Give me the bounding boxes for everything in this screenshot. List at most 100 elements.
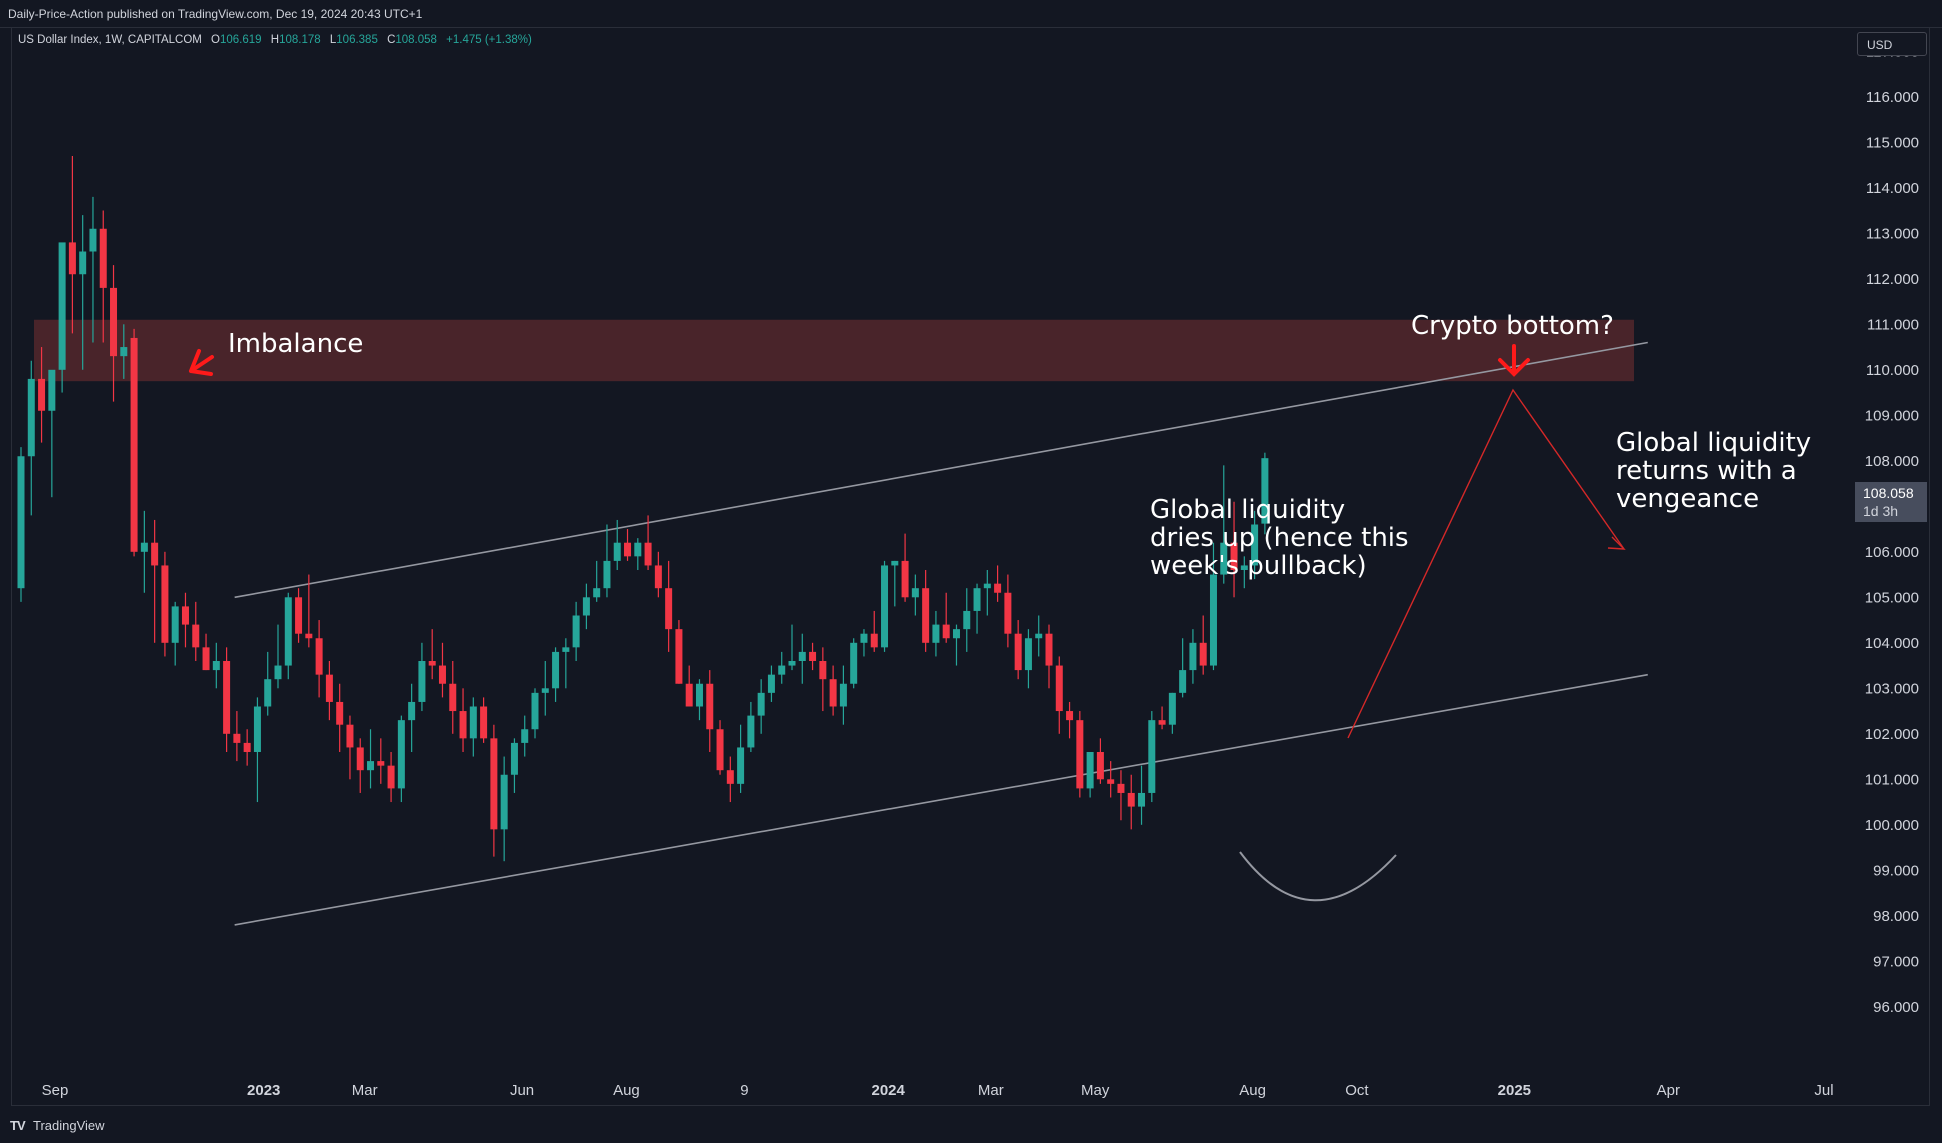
x-tick-label: Sep (42, 1082, 69, 1099)
candle (531, 688, 539, 739)
candle-body (449, 683, 457, 712)
x-tick-label: Mar (978, 1082, 1004, 1099)
y-tick-label: 99.000 (1873, 862, 1919, 879)
candle (48, 369, 56, 498)
candle-body (963, 610, 971, 630)
candle-body (387, 765, 395, 789)
candle (1107, 761, 1115, 798)
symbol-legend[interactable]: US Dollar Index, 1W, CAPITALCOM O106.619… (18, 34, 532, 46)
candle-body (994, 583, 1002, 593)
candle-body (1240, 565, 1248, 570)
projection-arrowhead-icon (1607, 536, 1626, 550)
candle-body (531, 692, 539, 730)
rounding-bottom-curve (1239, 851, 1397, 902)
candle (253, 697, 261, 803)
candle-body (397, 720, 405, 789)
footer-brand[interactable]: TradingView (33, 1118, 105, 1133)
candle-body (295, 597, 303, 634)
candle-body (901, 560, 909, 598)
candle-body (767, 674, 775, 693)
candle-body (521, 729, 529, 743)
candle (973, 583, 981, 634)
candle-body (624, 542, 632, 557)
candle (1230, 501, 1238, 598)
candle-body (706, 683, 714, 730)
candle-body (99, 228, 107, 288)
candle-body (17, 456, 25, 589)
candle-body (459, 711, 467, 739)
candle (89, 196, 97, 343)
tradingview-logo-icon[interactable]: TV (10, 1118, 26, 1133)
candle (264, 651, 272, 716)
crypto-bottom-arrow-icon (1498, 344, 1530, 377)
last-price-tag: 108.058 1d 3h (1855, 482, 1927, 522)
candle-body (552, 651, 560, 689)
candle-body (1086, 752, 1094, 789)
candle (1148, 711, 1156, 803)
candle (1261, 452, 1269, 535)
candle-body (1014, 633, 1022, 671)
candle (1024, 629, 1032, 689)
candle (1117, 770, 1125, 821)
candle-body (1004, 592, 1012, 634)
candle-body (253, 706, 261, 752)
candle (510, 738, 518, 793)
candle-body (315, 638, 323, 675)
x-tick-label: 9 (740, 1082, 748, 1099)
candle-body (881, 565, 889, 648)
candle (459, 688, 467, 752)
candle (295, 588, 303, 643)
candle-body (942, 624, 950, 639)
candle (911, 574, 919, 616)
candle (1251, 510, 1259, 580)
candle-body (212, 661, 220, 671)
candle-body (1127, 792, 1135, 807)
candle (500, 756, 508, 862)
x-tick-label: Oct (1345, 1082, 1369, 1099)
candle (480, 697, 488, 743)
candle-body (418, 661, 426, 702)
candle-body (438, 665, 446, 684)
candle (932, 610, 940, 657)
candle-body (1138, 792, 1146, 807)
candle (223, 647, 231, 752)
high-value: 108.178 (279, 34, 321, 46)
candle-body (490, 738, 498, 830)
x-tick-label: Apr (1657, 1082, 1680, 1099)
candle-body (1251, 524, 1259, 566)
candle (562, 638, 570, 689)
candle (521, 715, 529, 757)
candle-body (192, 624, 200, 648)
candle-body (1035, 633, 1043, 639)
candle-body (1117, 783, 1125, 793)
candle-body (120, 347, 128, 357)
candle (110, 265, 118, 402)
candle-body (48, 369, 56, 411)
candle (1209, 542, 1217, 671)
annotation-dries-up-line: Global liquidity (1150, 495, 1345, 525)
candle-body (603, 560, 611, 589)
candle-body (469, 706, 477, 739)
x-tick-label: Jun (510, 1082, 534, 1099)
candle-body (829, 679, 837, 707)
candle (1004, 574, 1012, 648)
currency-button[interactable]: USD (1857, 32, 1927, 56)
imbalance-arrow-icon (189, 349, 214, 376)
x-tick-label: Jul (1814, 1082, 1833, 1099)
candle-body (58, 242, 66, 370)
candle-body (428, 661, 436, 666)
y-tick-label: 113.000 (1866, 225, 1919, 242)
candle (58, 242, 66, 393)
candle (151, 519, 159, 643)
candle (284, 592, 292, 680)
candle-body (541, 688, 549, 693)
high-label: H (270, 34, 280, 46)
candle (870, 610, 878, 652)
y-tick-label: 105.000 (1865, 589, 1919, 606)
candle (1076, 711, 1084, 798)
candle (1220, 465, 1228, 584)
candle-body (181, 606, 189, 625)
candle-body (1045, 633, 1053, 666)
candle-body (582, 597, 590, 616)
